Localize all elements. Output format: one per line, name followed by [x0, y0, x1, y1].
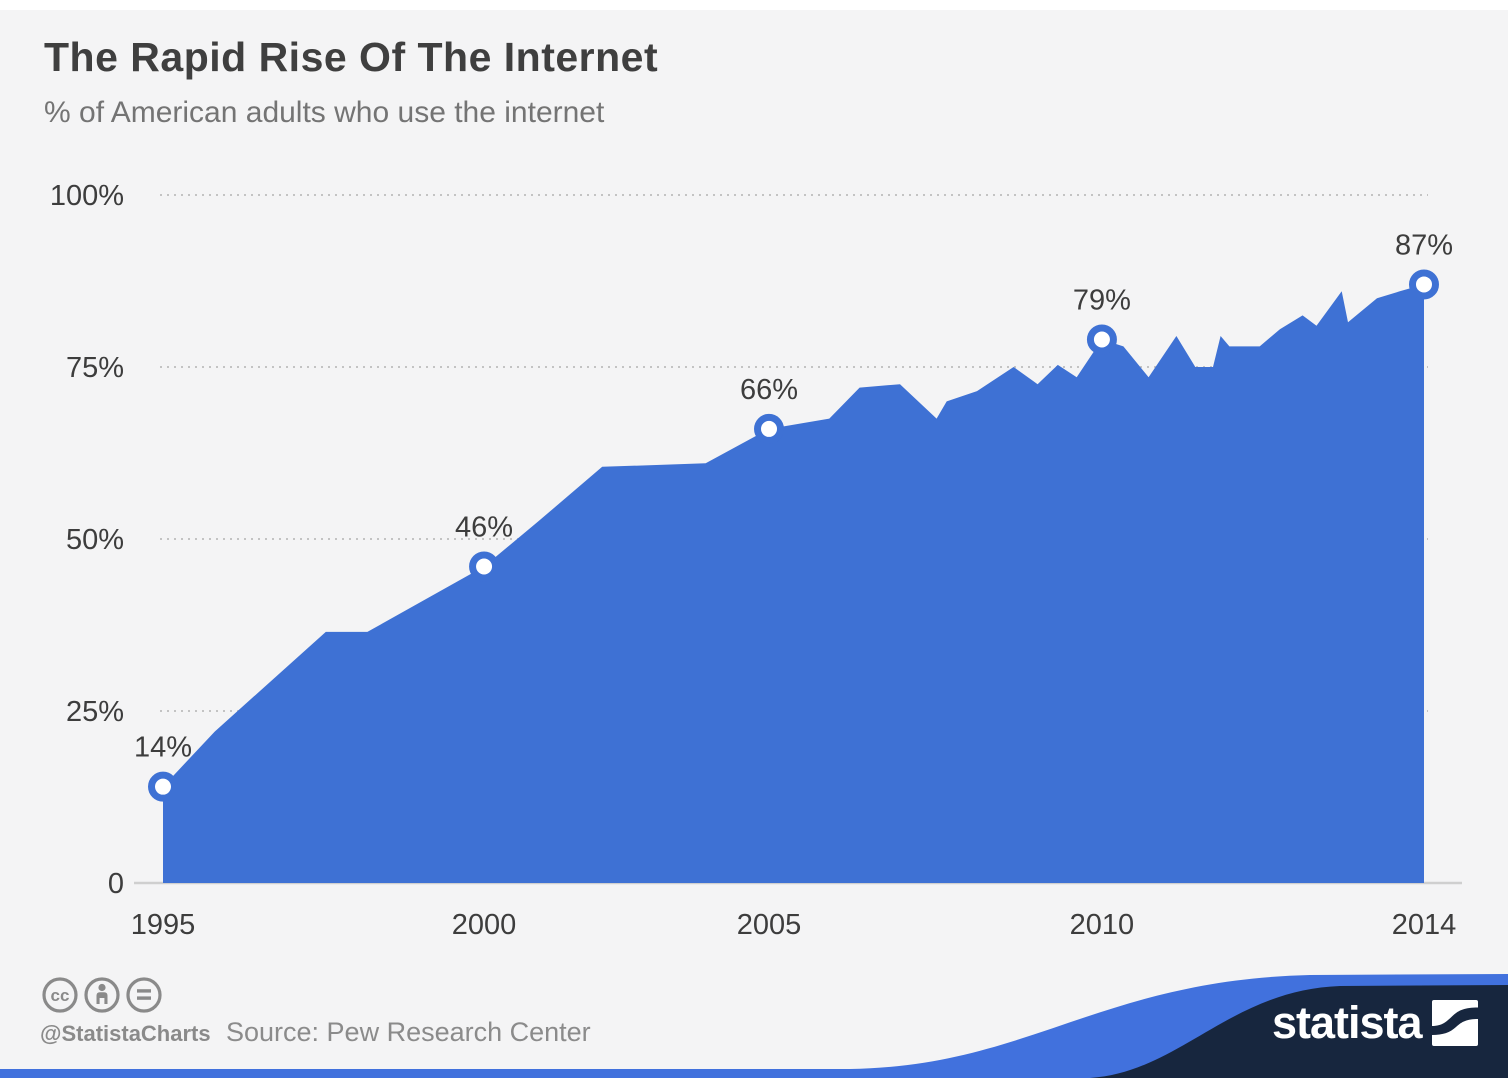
- x-tick-1995: 1995: [131, 909, 196, 941]
- y-tick-100%: 100%: [50, 180, 124, 212]
- point-label-2014: 87%: [1395, 229, 1453, 261]
- x-tick-2014: 2014: [1392, 909, 1457, 941]
- y-tick-25%: 25%: [66, 696, 124, 728]
- y-tick-50%: 50%: [66, 524, 124, 556]
- svg-text:cc: cc: [51, 986, 70, 1005]
- attribution-icon: [84, 977, 120, 1013]
- x-tick-2005: 2005: [737, 909, 802, 941]
- top-strip: [0, 0, 1508, 10]
- statista-logo-icon: [1432, 1000, 1478, 1046]
- marker-2005: [754, 413, 785, 444]
- y-tick-0: 0: [108, 868, 124, 900]
- point-label-2005: 66%: [740, 374, 798, 406]
- internet-usage-area-series: [163, 284, 1424, 883]
- cc-icon: cc: [42, 977, 78, 1013]
- point-label-2000: 46%: [455, 512, 513, 544]
- statista-wave-banner: [0, 974, 1508, 1078]
- x-tick-2000: 2000: [452, 909, 517, 941]
- point-label-1995: 14%: [134, 732, 192, 764]
- no-derivatives-icon: [126, 977, 162, 1013]
- wave-blue-stripe: [0, 974, 1508, 1078]
- marker-1995: [148, 771, 178, 802]
- statista-wordmark: statista: [1272, 997, 1423, 1048]
- chart-subtitle: % of American adults who use the interne…: [44, 96, 605, 129]
- chart-title: The Rapid Rise Of The Internet: [44, 34, 659, 80]
- cc-license-icons: cc: [42, 977, 162, 1013]
- y-tick-75%: 75%: [66, 352, 124, 384]
- marker-2010: [1086, 324, 1117, 355]
- source-credit: Source: Pew Research Center: [226, 1017, 591, 1047]
- point-label-2010: 79%: [1073, 284, 1131, 316]
- x-tick-2010: 2010: [1070, 909, 1135, 941]
- marker-2000: [469, 551, 500, 582]
- wave-navy-band: [1090, 985, 1508, 1078]
- marker-2014: [1408, 269, 1439, 300]
- statista-handle: @StatistaCharts: [40, 1021, 211, 1046]
